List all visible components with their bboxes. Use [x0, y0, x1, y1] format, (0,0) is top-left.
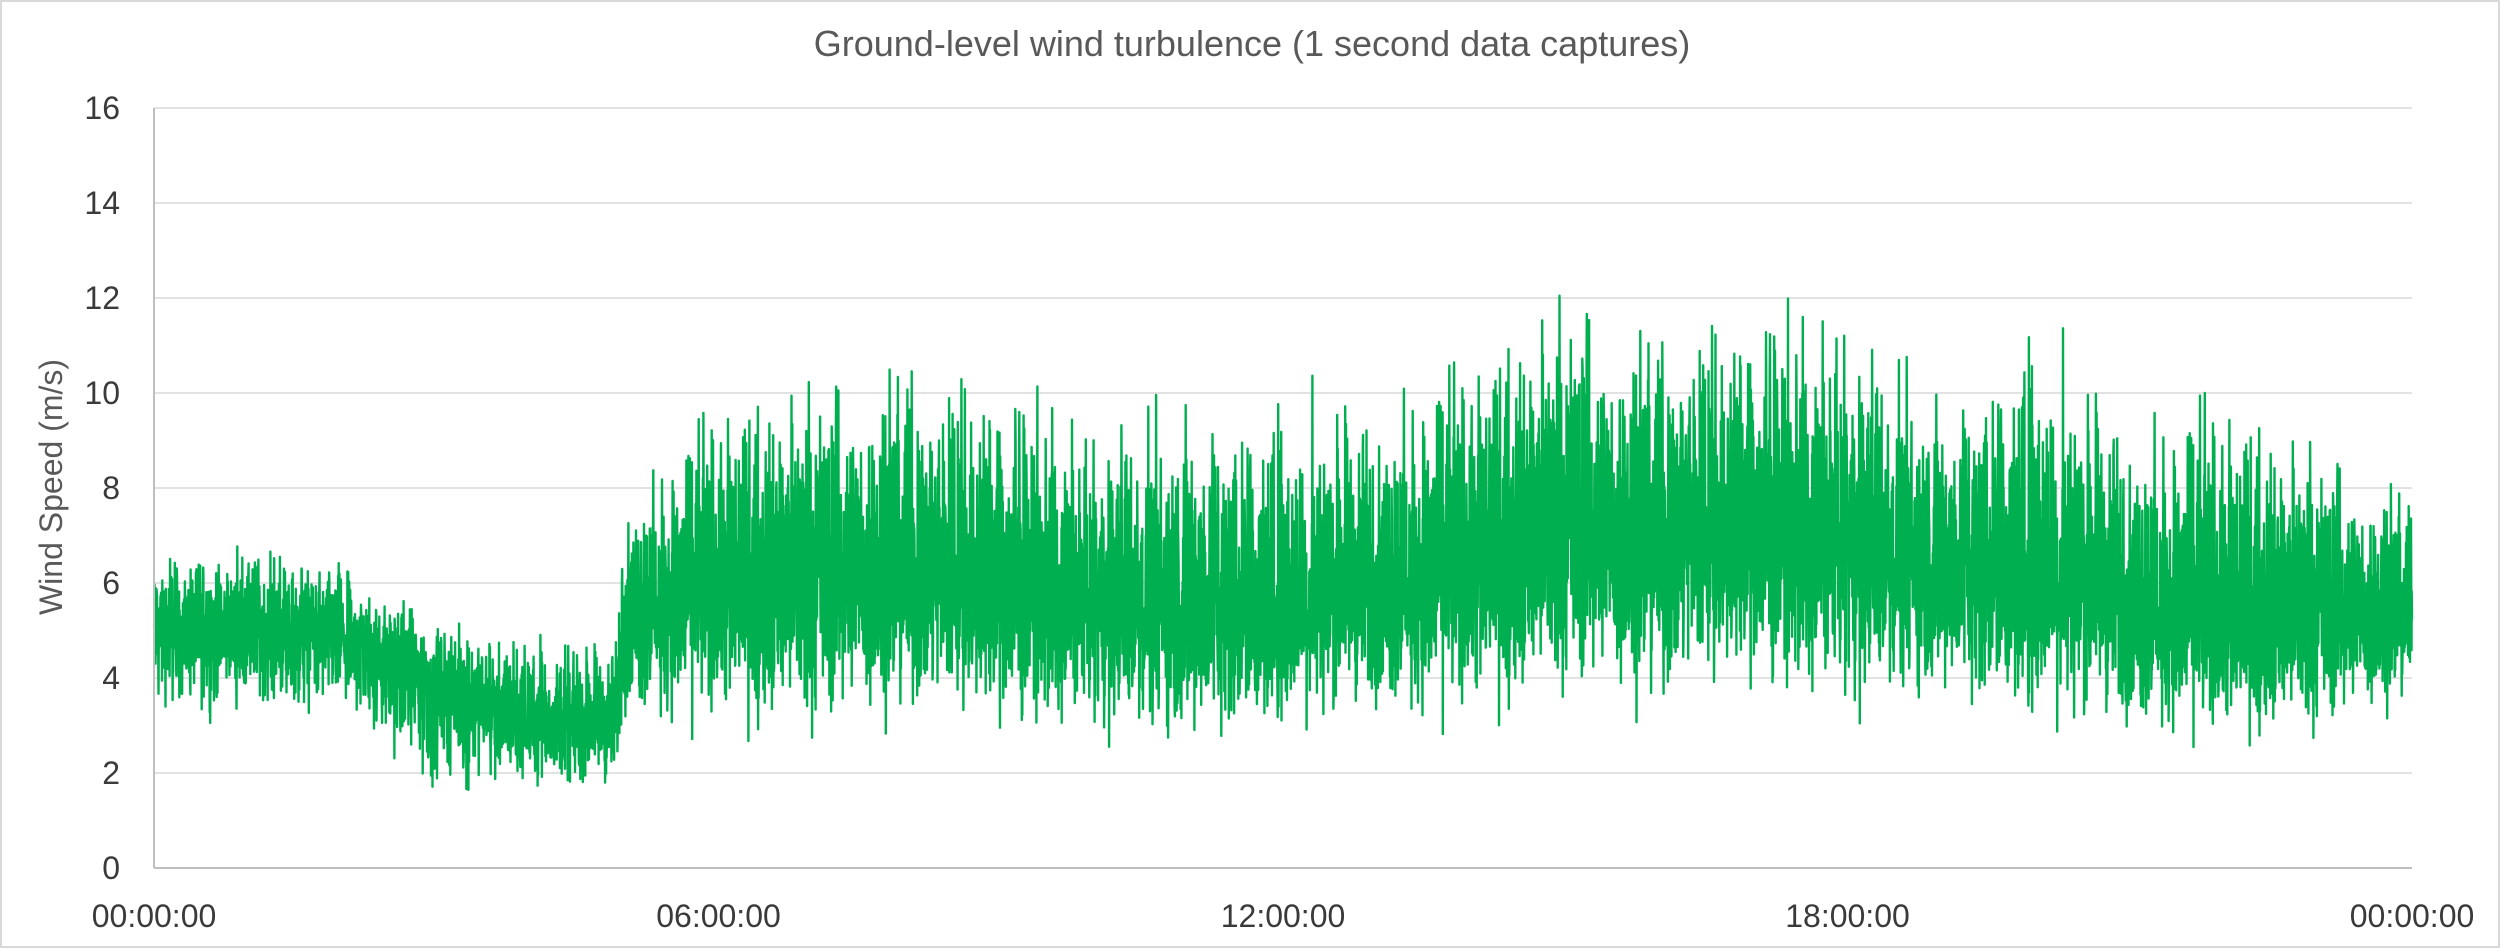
axes [153, 108, 2412, 869]
y-tick-label: 10 [84, 375, 120, 411]
y-tick-label: 16 [84, 90, 120, 126]
x-tick-label: 00:00:00 [92, 898, 217, 934]
y-tick-label: 2 [102, 755, 120, 791]
x-tick-label: 18:00:00 [1785, 898, 1910, 934]
y-tick-labels: 0 2 4 6 8 10 12 14 16 [84, 90, 120, 886]
y-axis-label: Wind Speed (m/s) [33, 359, 69, 615]
y-tick-label: 6 [102, 565, 120, 601]
x-tick-labels: 00:00:00 06:00:00 12:00:00 18:00:00 00:00:00 [92, 898, 2475, 934]
x-tick-label: 00:00:00 [2350, 898, 2475, 934]
x-tick-label: 06:00:00 [656, 898, 781, 934]
x-tick-label: 12:00:00 [1221, 898, 1346, 934]
series-layer [152, 294, 2414, 792]
y-tick-label: 14 [84, 185, 120, 221]
y-tick-label: 0 [102, 850, 120, 886]
series-line-wind-speed [152, 294, 2414, 792]
y-tick-label: 12 [84, 280, 120, 316]
y-tick-label: 4 [102, 660, 120, 696]
chart-title: Ground-level wind turbulence (1 second d… [814, 23, 1691, 64]
y-tick-label: 8 [102, 470, 120, 506]
